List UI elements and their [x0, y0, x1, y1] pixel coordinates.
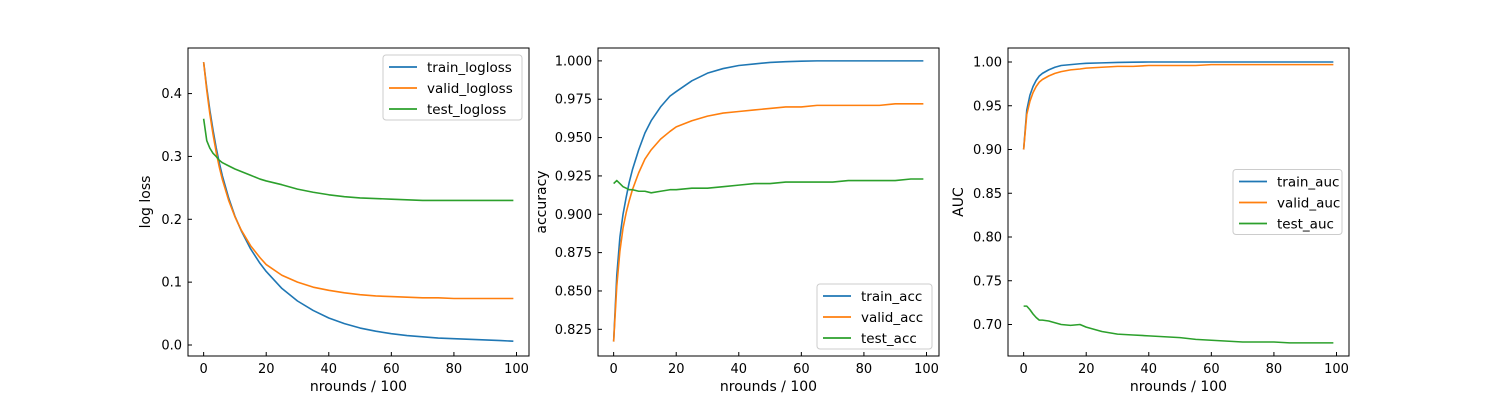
axes-frame [597, 47, 940, 357]
y-axis-label: AUC [951, 187, 967, 217]
x-tick-label: 80 [446, 362, 463, 377]
y-tick-label: 0.900 [555, 208, 592, 223]
x-tick-label: 20 [668, 362, 685, 377]
legend-label-train_acc: train_acc [861, 289, 922, 305]
x-tick-label: 100 [1324, 362, 1349, 377]
y-tick-label: 0.3 [161, 150, 182, 165]
legend: train_logloss valid_logloss test_logloss [382, 54, 523, 121]
series-line-train_auc [1022, 61, 1334, 150]
x-tick-label: 60 [383, 362, 400, 377]
y-tick-label: 0.80 [973, 231, 1002, 246]
chart-panel-1: 0 20 40 60 80 100 0.0 0.1 0.2 0.3 0.4 nrounds / 100… [138, 47, 530, 395]
y-tick-label: 0.1 [161, 276, 182, 291]
x-axis-label: nrounds / 100 [720, 379, 817, 395]
x-tick-label: 80 [1266, 362, 1283, 377]
legend-label-test_acc: test_acc [861, 331, 917, 347]
series-line-test_logloss [202, 118, 514, 202]
y-tick-label: 0.95 [973, 99, 1002, 114]
y-tick-label: 0.925 [555, 169, 592, 184]
x-tick-label: 20 [1078, 362, 1095, 377]
x-tick-label: 20 [258, 362, 275, 377]
y-tick-label: 1.00 [973, 56, 1002, 71]
x-axis-label: nrounds / 100 [1130, 379, 1227, 395]
chart-panel-3: 0 20 40 60 80 100 0.70 0.75 0.80 0.85 0.90 0.95 1.00… [951, 47, 1350, 395]
x-tick-label: 60 [1203, 362, 1220, 377]
x-tick-label: 0 [200, 362, 208, 377]
y-tick-label: 0.0 [161, 339, 182, 354]
y-axis-label: log loss [138, 176, 154, 229]
y-tick-label: 0.850 [555, 284, 592, 299]
y-tick-label: 0.75 [973, 274, 1002, 289]
x-axis-label: nrounds / 100 [310, 379, 407, 395]
chart-panel-2: 0 20 40 60 80 100 0.825 0.850 0.875 0.900 0.925 0.9… [534, 47, 940, 395]
legend-label-valid_logloss: valid_logloss [427, 81, 513, 97]
y-tick-label: 0.2 [161, 213, 182, 228]
series-line-train_acc [612, 60, 924, 342]
x-tick-label: 80 [856, 362, 873, 377]
x-tick-label: 60 [793, 362, 810, 377]
series-line-valid_acc [612, 103, 924, 342]
x-tick-label: 40 [731, 362, 748, 377]
x-tick-label: 100 [504, 362, 529, 377]
axes-frame [187, 47, 530, 357]
legend-label-valid_acc: valid_acc [861, 310, 923, 326]
x-tick-label: 100 [914, 362, 939, 377]
x-tick-label: 0 [610, 362, 618, 377]
y-tick-label: 0.90 [973, 143, 1002, 158]
legend: train_auc valid_auc test_auc [1232, 169, 1343, 235]
x-tick-label: 40 [321, 362, 338, 377]
y-axis-label: accuracy [534, 170, 550, 233]
series-line-test_auc [1023, 305, 1334, 344]
axes-frame [1007, 47, 1350, 357]
legend-label-train_logloss: train_logloss [427, 60, 512, 76]
y-tick-label: 0.70 [973, 318, 1002, 333]
legend-label-test_logloss: test_logloss [427, 102, 506, 118]
series-line-valid_auc [1022, 63, 1334, 150]
legend-box [816, 283, 933, 350]
legend-box [1232, 169, 1343, 235]
y-tick-label: 0.875 [555, 246, 592, 261]
series-line-train_logloss [202, 62, 514, 343]
y-tick-label: 1.000 [555, 54, 592, 69]
legend-label-valid_auc: valid_auc [1277, 196, 1340, 212]
y-tick-label: 0.825 [555, 323, 592, 338]
legend: train_acc valid_acc test_acc [816, 283, 933, 350]
x-tick-label: 0 [1020, 362, 1028, 377]
legend-box [382, 54, 523, 121]
y-tick-label: 0.85 [973, 187, 1002, 202]
x-tick-label: 40 [1141, 362, 1158, 377]
y-tick-label: 0.975 [555, 93, 592, 108]
legend-label-test_auc: test_auc [1277, 217, 1334, 233]
legend-label-train_auc: train_auc [1277, 175, 1339, 191]
y-tick-label: 0.4 [161, 87, 182, 102]
series-line-valid_logloss [202, 62, 514, 300]
y-tick-label: 0.950 [555, 131, 592, 146]
series-line-test_acc [613, 178, 924, 194]
